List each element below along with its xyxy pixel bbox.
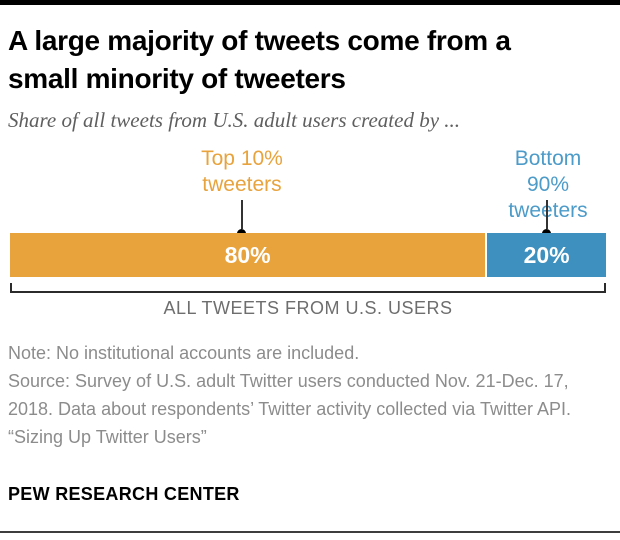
footnotes: Note: No institutional accounts are incl…	[8, 339, 614, 451]
callout-label-top10: Top 10% tweeters	[201, 147, 283, 196]
axis-label: ALL TWEETS FROM U.S. USERS	[163, 298, 453, 318]
callout-pointer-line-top10	[241, 200, 243, 229]
chart-title-line2: small minority of tweeters	[8, 63, 346, 94]
callout-pointer-line-bottom90	[546, 200, 548, 229]
callout-label-bottom90: Bottom 90% tweeters	[508, 147, 588, 222]
chart-title: A large majority of tweets come from a s…	[8, 22, 614, 98]
chart-title-line1: A large majority of tweets come from a	[8, 25, 511, 56]
top-rule	[0, 0, 620, 5]
pew-research-center-wordmark: PEW RESEARCH CENTER	[8, 484, 240, 504]
bar-segment-bottom90: 20%	[487, 233, 606, 277]
report-title-quote: “Sizing Up Twitter Users”	[8, 427, 207, 447]
bar-segment-top10: 80%	[10, 233, 486, 277]
note-text: Note: No institutional accounts are incl…	[8, 343, 360, 363]
chart-subtitle: Share of all tweets from U.S. adult user…	[8, 108, 461, 132]
stacked-bar: 80% 20%	[10, 233, 606, 277]
bar-bracket	[10, 283, 606, 293]
source-text: Source: Survey of U.S. adult Twitter use…	[8, 371, 571, 419]
bottom-rule	[0, 531, 620, 533]
